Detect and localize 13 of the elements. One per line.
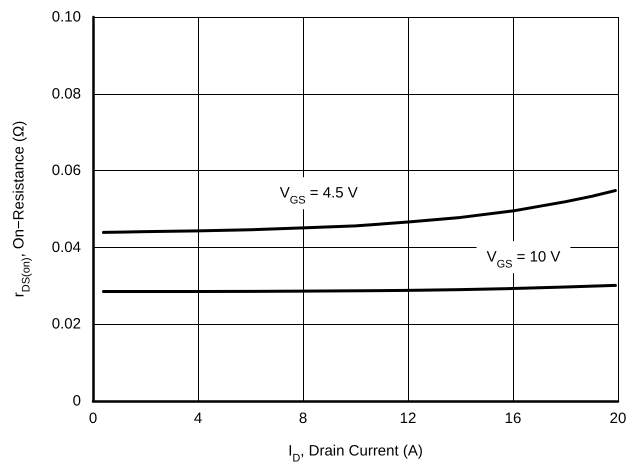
x-tick-label: 16	[504, 410, 522, 427]
y-tick-label: 0.06	[52, 162, 81, 180]
y-tick-label: 0	[72, 392, 81, 410]
x-tick-label: 8	[298, 410, 308, 427]
y-tick-label: 0.02	[52, 316, 81, 333]
y-tick-label: 0.04	[52, 238, 81, 256]
y-tick-label: 0.08	[52, 85, 81, 102]
x-tick-label: 20	[610, 410, 626, 427]
x-tick-label: 12	[400, 410, 416, 427]
y-axis-title: rDS(on), On−Resistance (Ω)	[10, 120, 32, 298]
x-tick-label: 4	[194, 410, 202, 427]
y-tick-label: 0.10	[52, 8, 81, 26]
x-tick-label: 0	[88, 410, 98, 427]
